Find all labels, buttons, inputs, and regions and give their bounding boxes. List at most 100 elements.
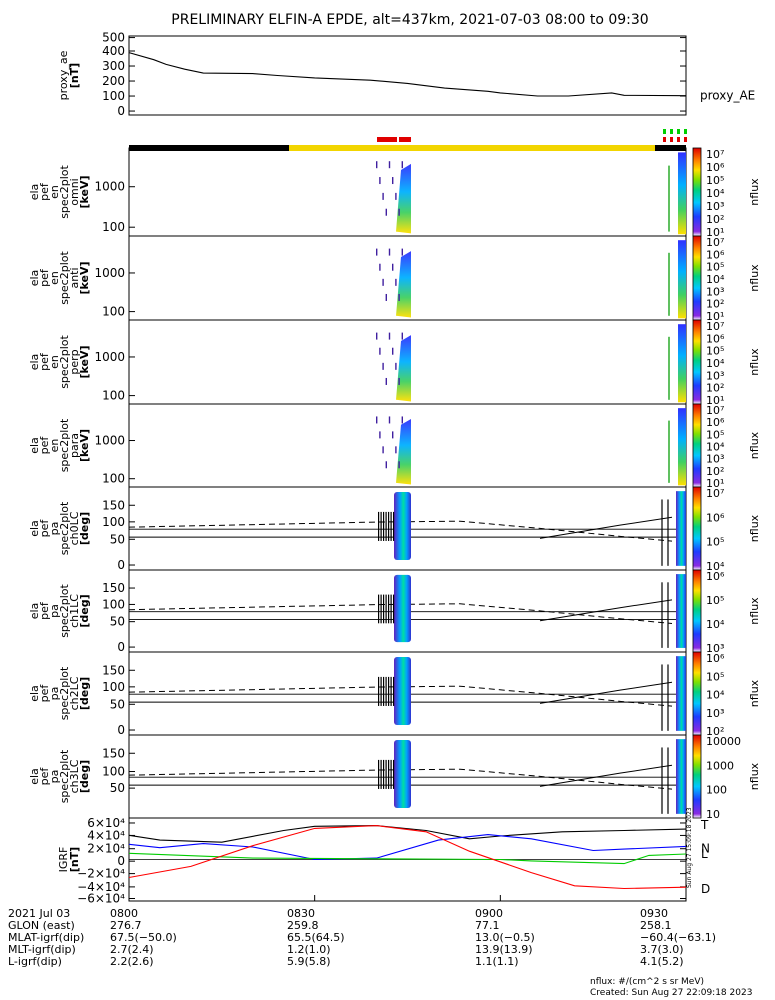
ylabel-line: pa (48, 770, 61, 784)
flux-patch-end (678, 152, 686, 235)
colorbar-label: nflux (748, 679, 761, 707)
colorbar (692, 734, 702, 819)
footer-cell: −60.4(−63.1) (640, 931, 717, 944)
flux-speck (385, 293, 387, 301)
ylabel-line: ch0LC (68, 511, 81, 545)
ytick-label: 0 (117, 854, 125, 868)
ytick-label: 50 (110, 615, 125, 629)
colorbar-tick: 10¹ (706, 310, 724, 323)
colorbar-tick: 10⁵ (706, 174, 724, 187)
ylabel-line: pef (38, 684, 51, 703)
colorbar-tick: 10⁶ (706, 248, 725, 261)
flux-speck (401, 248, 403, 256)
ytick-label: 100 (102, 597, 125, 611)
colorbar (692, 486, 702, 571)
ytick-label: 100 (102, 220, 125, 234)
ytick-label: 200 (102, 74, 125, 88)
flux-stripe (668, 252, 670, 316)
panel-frame (128, 35, 687, 116)
ylabel-line: ela (28, 768, 41, 785)
pa-loss-cone-dashed (128, 685, 673, 707)
flux-speck (398, 293, 400, 301)
flux-speck (395, 362, 397, 370)
pa-anti-loss-cone (539, 764, 673, 787)
ytick-label: 100 (102, 515, 125, 529)
ytick-label: 1000 (94, 266, 125, 280)
ylabel-line: [nT] (68, 847, 81, 872)
green-marker (670, 129, 673, 134)
colorbar-tick: 10² (706, 725, 724, 738)
footer-cell: 4.1(5.2) (640, 955, 684, 968)
panel-en_para: 1000100elapefenspec2plotpara[keV]10⁷10⁶1… (28, 403, 761, 490)
status-segment-black (129, 145, 289, 151)
flux-speck (376, 161, 378, 169)
ytick-label: −2×10⁴ (77, 867, 125, 881)
flux-patch (394, 574, 411, 643)
ytick-label: 150 (102, 746, 125, 760)
flux-speck (385, 759, 387, 789)
flux-speck (395, 192, 397, 200)
colorbar-tick: 10⁵ (706, 345, 724, 358)
footer-row-label: MLAT-igrf(dip) (8, 931, 85, 944)
flux-speck (393, 676, 395, 706)
created-note: Created: Sun Aug 27 22:09:18 2023 (590, 988, 753, 998)
flux-speck (401, 416, 403, 424)
ytick-label: 1000 (94, 350, 125, 364)
ylabel-line: pa (48, 687, 61, 701)
colorbar-tick: 10⁶ (706, 511, 725, 524)
status-segment-yellow (289, 145, 655, 151)
flux-speck (388, 248, 391, 256)
colorbar-tick: 10⁷ (706, 148, 724, 161)
units-note: nflux: #/(cm^2 s sr MeV) (590, 977, 704, 987)
flux-patch-end (676, 491, 686, 566)
colorbar-tick: 10² (706, 213, 724, 226)
footer-cell: 3.7(3.0) (640, 943, 684, 956)
ylabel-line: proxy_ae (57, 50, 70, 100)
ylabel-line: spec2plot (58, 584, 71, 638)
colorbar-tick: 10⁷ (706, 487, 724, 500)
colorbar-tick: 10¹ (706, 226, 724, 239)
ytick-label: 6×10⁴ (87, 816, 125, 830)
ylabel-line: [nT] (68, 63, 81, 88)
flux-speck (388, 594, 390, 624)
colorbar-label: nflux (748, 178, 761, 206)
data-marks (376, 152, 686, 814)
flux-patch-end (676, 574, 686, 648)
ytick-label: 1000 (94, 180, 125, 194)
colorbar-tick: 10⁴ (706, 689, 725, 702)
flux-speck (388, 676, 390, 706)
ylabel-line: [deg] (78, 594, 91, 627)
flux-speck (380, 759, 382, 789)
colorbar (692, 147, 702, 237)
colorbar-tick: 10⁶ (706, 570, 725, 583)
green-marker (663, 129, 666, 134)
flux-speck (380, 676, 382, 706)
flux-speck (388, 332, 391, 340)
ylabel-line: spec2plot (58, 418, 71, 472)
colorbar-tick: 10000 (706, 735, 741, 748)
colorbar-tick: 10³ (706, 707, 724, 720)
footer-cell: 1.1(1.1) (475, 955, 519, 968)
pa-anti-loss-cone (539, 681, 673, 704)
ylabel-line: pef (38, 601, 51, 620)
colorbar-tick: 10⁵ (706, 261, 724, 274)
flux-patch (396, 335, 411, 402)
ytick-label: 0 (117, 640, 125, 654)
ytick-label: 50 (110, 781, 125, 795)
flux-speck (382, 278, 384, 286)
flux-speck (392, 347, 394, 355)
footer-cell: 276.7 (110, 919, 142, 932)
ylabel-line: para (68, 433, 81, 458)
ylabel-line: en (48, 271, 61, 285)
colorbar-tick: 1000 (706, 759, 734, 772)
red-marker (377, 137, 397, 142)
ytick-label: 500 (102, 31, 125, 45)
ylabel-line: pef (38, 519, 51, 538)
footer-cell: 2.2(2.6) (110, 955, 154, 968)
colorbar-tick: 10 (706, 808, 720, 821)
flux-patch (396, 251, 411, 318)
panel-en_anti: 1000100elapefenspec2plotanti[keV]10⁷10⁶1… (28, 235, 761, 323)
flux-patch-end (676, 656, 686, 731)
